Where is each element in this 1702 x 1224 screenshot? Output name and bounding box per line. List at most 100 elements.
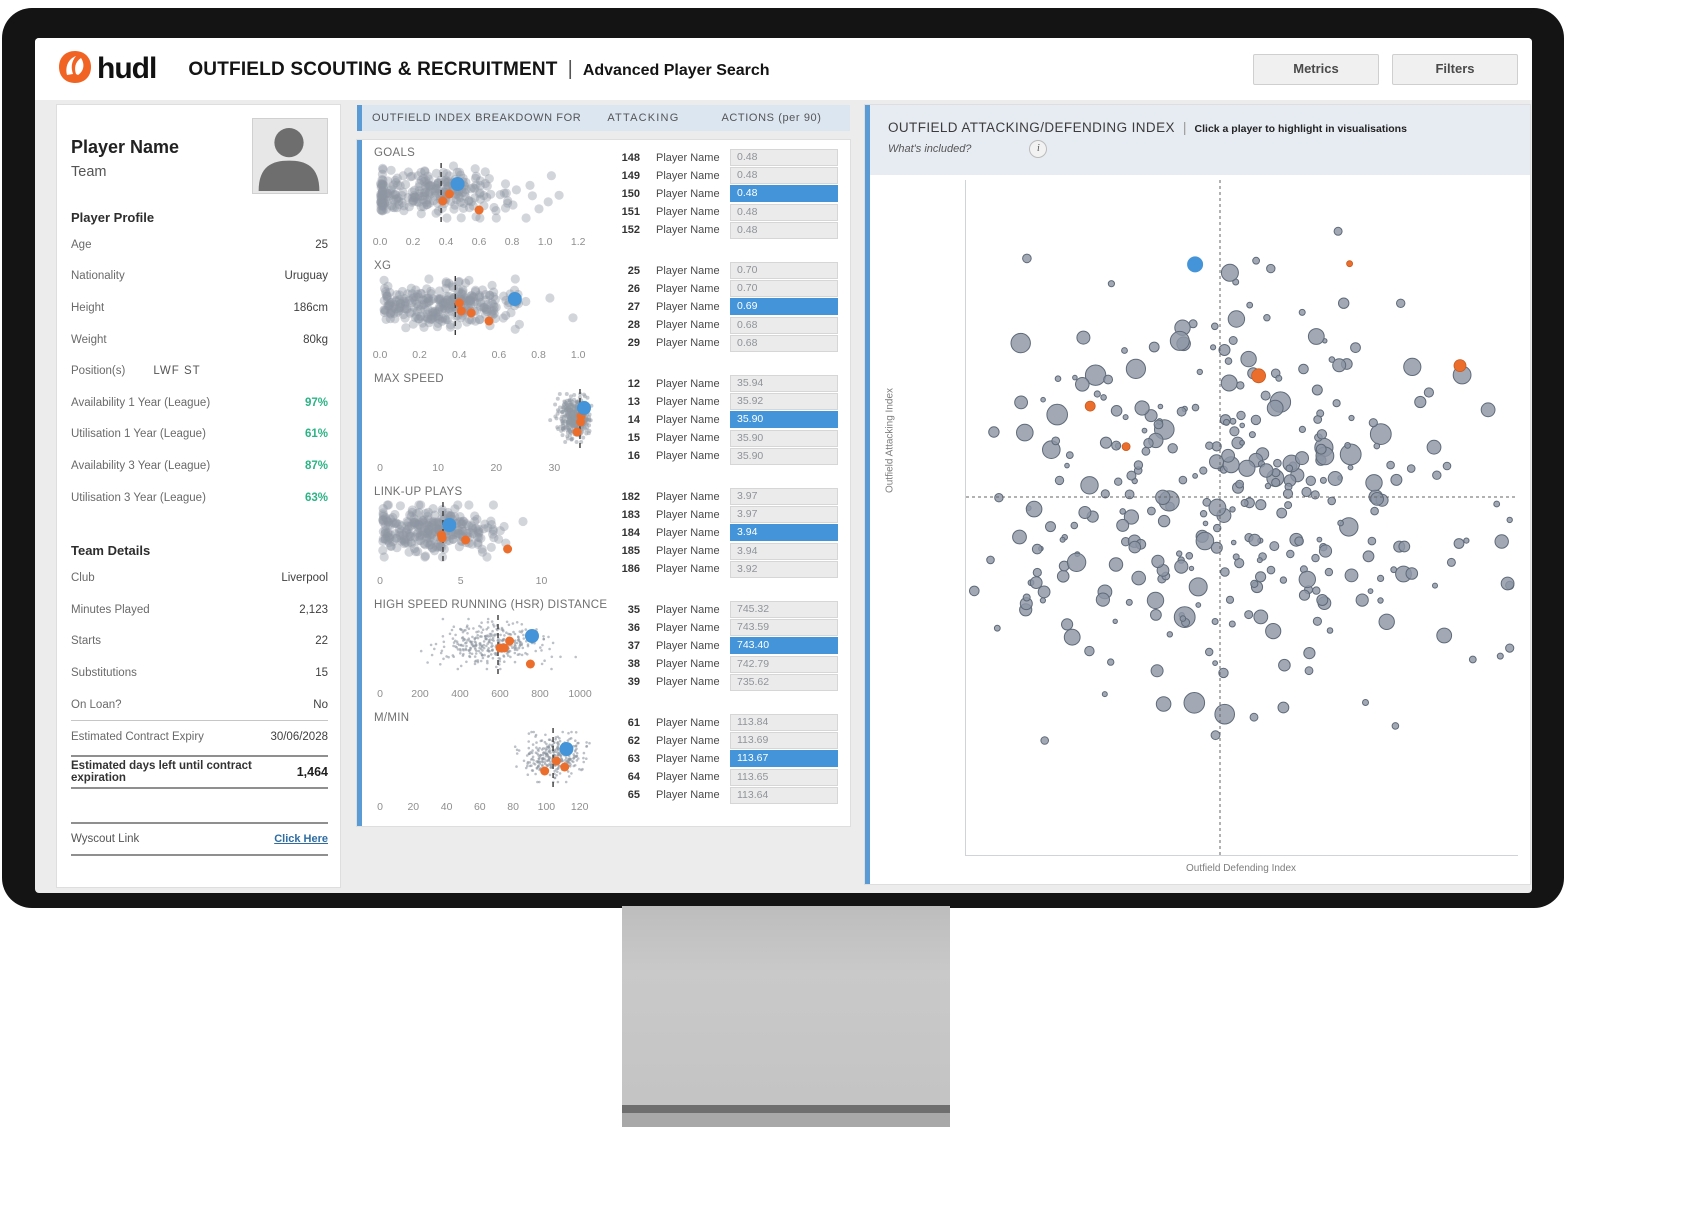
scatter-point[interactable] — [1208, 498, 1227, 517]
scatter-point[interactable] — [1362, 550, 1375, 563]
scatter-point[interactable] — [1496, 652, 1504, 660]
scatter-point[interactable] — [1426, 439, 1442, 455]
metrics-button[interactable]: Metrics — [1253, 53, 1379, 85]
scatter-point[interactable] — [1025, 500, 1043, 518]
scatter-point[interactable] — [1326, 627, 1334, 634]
scatter-point[interactable] — [1244, 610, 1254, 620]
scatter-point[interactable] — [1084, 645, 1095, 657]
scatter-point[interactable] — [1101, 691, 1108, 698]
scatter-point[interactable] — [1239, 439, 1246, 446]
scatter-point[interactable] — [1080, 476, 1099, 495]
scatter-point[interactable] — [1210, 541, 1223, 554]
strip-chart-linkup[interactable]: 0 5 10 — [372, 498, 610, 590]
scatter-point[interactable] — [1205, 647, 1214, 657]
rank-value-selected[interactable]: 3.94 — [730, 524, 838, 542]
scatter-point[interactable] — [1176, 406, 1187, 417]
scatter-point[interactable] — [1063, 628, 1081, 646]
scatter-point[interactable] — [1266, 565, 1276, 575]
scatter-point[interactable] — [1010, 332, 1031, 354]
scatter-point[interactable] — [1169, 330, 1190, 351]
scatter-point[interactable] — [988, 426, 1000, 438]
rank-player-name[interactable]: Player Name — [656, 432, 720, 445]
scatter-point[interactable] — [1229, 506, 1236, 513]
rank-value[interactable]: 0.48 — [730, 221, 838, 239]
highlight-orange-dot[interactable] — [474, 205, 484, 215]
scatter-point[interactable] — [1355, 593, 1369, 607]
scatter-point[interactable] — [1369, 423, 1392, 446]
scatter-point[interactable] — [1183, 692, 1206, 714]
scatter-point[interactable] — [1386, 460, 1395, 470]
scatter-point[interactable] — [1112, 618, 1118, 624]
rank-player-name[interactable]: Player Name — [656, 545, 720, 558]
breakdown-param-dropdown[interactable]: ATTACKING — [607, 112, 680, 124]
rank-player-name[interactable]: Player Name — [656, 337, 720, 350]
scatter-point[interactable] — [1370, 506, 1379, 516]
scatter-point[interactable] — [1332, 358, 1347, 373]
rank-player-name[interactable]: Player Name — [656, 752, 720, 765]
scatter-point[interactable] — [1205, 441, 1214, 450]
rank-value[interactable]: 113.84 — [730, 714, 838, 731]
scatter-point[interactable] — [1176, 550, 1183, 557]
scatter-point[interactable] — [1210, 344, 1217, 351]
scatter-point[interactable] — [1121, 347, 1128, 354]
scatter-point[interactable] — [1398, 540, 1411, 553]
scatter-point[interactable] — [1220, 374, 1238, 392]
rank-row[interactable]: 16 Player Name 35.90 — [614, 447, 838, 465]
scatter-point[interactable] — [1249, 712, 1259, 722]
scatter-point[interactable] — [1362, 699, 1369, 706]
scatter-point[interactable] — [1255, 499, 1267, 511]
scatter-point[interactable] — [1014, 395, 1028, 410]
rank-value[interactable]: 113.65 — [730, 768, 838, 786]
rank-value[interactable]: 3.97 — [730, 488, 838, 505]
scatter-point[interactable] — [1414, 395, 1427, 409]
scatter-point[interactable] — [1269, 541, 1280, 552]
strip-chart-xg[interactable]: 0.0 0.2 0.4 0.6 0.8 1.0 — [372, 272, 610, 364]
scatter-point[interactable] — [1303, 647, 1316, 660]
highlight-orange-dot[interactable] — [466, 308, 476, 318]
rank-row[interactable]: 28 Player Name 0.68 — [614, 316, 838, 334]
scatter-point[interactable] — [1277, 701, 1290, 714]
rank-player-name[interactable]: Player Name — [656, 319, 720, 332]
scatter-point[interactable] — [1124, 489, 1135, 500]
scatter-point[interactable] — [1344, 442, 1352, 449]
scatter-point[interactable] — [1264, 482, 1272, 490]
rank-player-name[interactable]: Player Name — [656, 169, 720, 182]
scatter-point[interactable] — [1332, 399, 1341, 408]
scatter-point[interactable] — [1347, 464, 1354, 471]
rank-row[interactable]: 61 Player Name 113.84 — [614, 714, 838, 731]
scatter-point[interactable] — [1368, 418, 1378, 428]
scatter-point[interactable] — [1022, 253, 1032, 264]
strip-chart-max_speed[interactable]: 0 10 20 30 — [372, 385, 610, 477]
scatter-point[interactable] — [1040, 736, 1049, 745]
scatter-point[interactable] — [1095, 592, 1110, 607]
rank-value[interactable]: 0.48 — [730, 149, 838, 166]
scatter-point[interactable] — [1304, 666, 1314, 676]
scatter-point[interactable] — [1155, 489, 1171, 505]
scatter-point[interactable] — [1248, 431, 1256, 439]
scatter-point[interactable] — [1405, 567, 1419, 580]
scatter-point[interactable] — [1337, 519, 1344, 527]
highlight-orange-dot[interactable] — [454, 298, 464, 308]
scatter-point[interactable] — [1114, 477, 1123, 486]
rank-player-name[interactable]: Player Name — [656, 676, 720, 689]
rank-row[interactable]: 62 Player Name 113.69 — [614, 732, 838, 750]
scatter-point[interactable] — [1223, 418, 1230, 426]
scatter-point[interactable] — [1108, 557, 1124, 572]
scatter-point[interactable] — [1220, 567, 1230, 577]
scatter-point[interactable] — [1107, 280, 1115, 288]
scatter-point[interactable] — [969, 585, 980, 597]
scatter-point[interactable] — [1377, 597, 1384, 604]
filters-button[interactable]: Filters — [1392, 53, 1518, 85]
rank-player-name[interactable]: Player Name — [656, 187, 720, 200]
rank-player-name[interactable]: Player Name — [656, 450, 720, 463]
scatter-point[interactable] — [1493, 500, 1501, 508]
scatter-point[interactable] — [1311, 553, 1320, 563]
selected-player-dot[interactable] — [577, 401, 591, 415]
rank-row[interactable]: 186 Player Name 3.92 — [614, 560, 838, 578]
scatter-point[interactable] — [1211, 618, 1219, 625]
scatter-point[interactable] — [1064, 462, 1070, 469]
scatter-point[interactable] — [1423, 387, 1434, 398]
rank-value[interactable]: 735.62 — [730, 673, 838, 691]
rank-player-name[interactable]: Player Name — [656, 282, 720, 295]
scatter-point[interactable] — [1185, 552, 1194, 560]
